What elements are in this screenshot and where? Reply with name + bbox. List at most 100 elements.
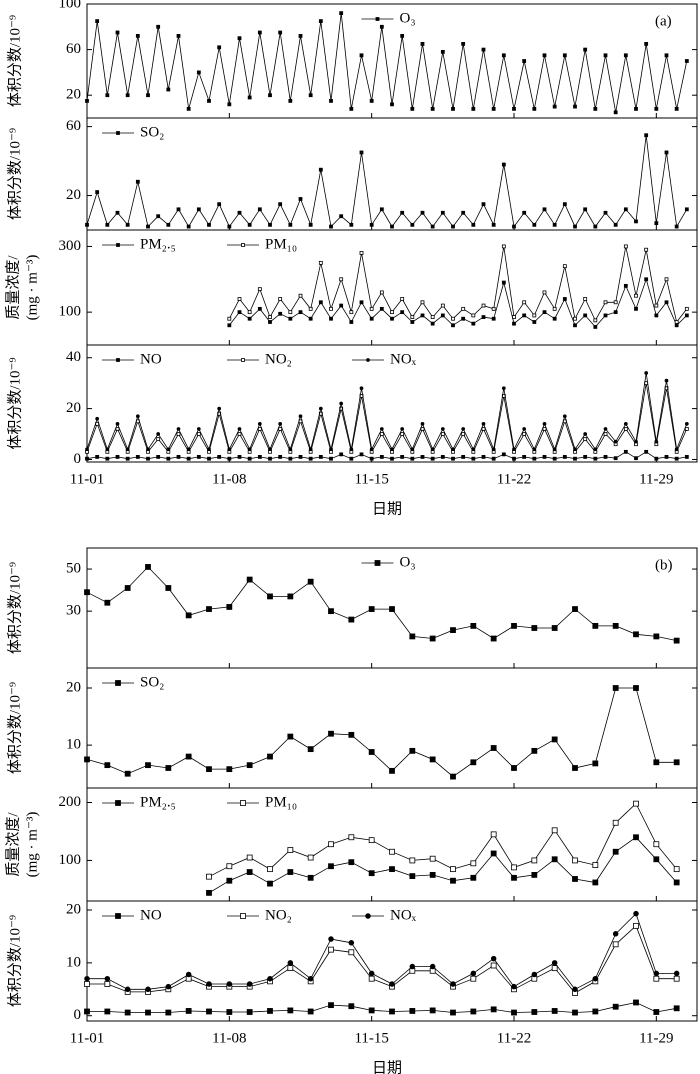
data-point (145, 564, 151, 570)
data-point (522, 455, 527, 459)
data-point (206, 981, 212, 987)
y-tick-label: 20 (66, 901, 81, 917)
data-point (156, 437, 161, 442)
data-point (522, 210, 527, 215)
data-point (227, 224, 232, 229)
y-tick-label: 40 (66, 349, 81, 365)
data-point (420, 421, 425, 426)
data-point (491, 456, 496, 461)
data-point (246, 1009, 253, 1015)
data-point (664, 150, 669, 155)
data-point (512, 224, 516, 229)
y-tick-label: 20 (66, 679, 81, 695)
data-point (674, 224, 679, 229)
series-line (86, 383, 688, 454)
data-point (542, 421, 547, 426)
data-point (551, 960, 558, 966)
data-point (512, 456, 516, 461)
data-point (339, 214, 344, 219)
data-point (226, 604, 233, 610)
data-point (165, 983, 172, 990)
data-point (246, 854, 253, 861)
data-point (287, 960, 294, 966)
data-point (634, 456, 638, 461)
data-point (135, 455, 140, 459)
data-point (115, 30, 120, 35)
data-point (572, 1009, 578, 1016)
x-axis-label: 日期 (372, 1059, 402, 1074)
data-point (146, 447, 150, 452)
data-point (654, 221, 659, 226)
data-point (592, 622, 599, 629)
data-point (461, 210, 466, 215)
y-tick-label: 10 (66, 737, 81, 753)
data-point (267, 593, 273, 600)
data-point (85, 456, 89, 461)
series-line (208, 836, 678, 894)
data-point (308, 306, 313, 311)
data-point (633, 922, 639, 929)
data-point (246, 869, 253, 875)
data-point (166, 87, 171, 92)
data-point (451, 323, 455, 328)
data-point (298, 293, 303, 298)
data-point (664, 378, 669, 383)
data-point (278, 297, 283, 301)
data-point (633, 631, 639, 638)
data-point (246, 981, 253, 987)
data-point (511, 765, 517, 771)
data-point (512, 321, 516, 326)
data-point (278, 455, 283, 459)
data-point (237, 432, 242, 436)
data-point (359, 386, 364, 391)
data-point (389, 606, 395, 612)
data-point (491, 306, 496, 311)
data-point (247, 310, 252, 315)
data-point (491, 222, 496, 227)
data-point (531, 625, 538, 631)
data-point (348, 859, 355, 866)
data-point (368, 749, 375, 755)
data-point (593, 106, 598, 111)
data-point (84, 1008, 90, 1015)
data-point (145, 762, 151, 769)
data-point (512, 315, 516, 319)
data-point (471, 106, 476, 111)
data-point (84, 756, 90, 763)
data-point (359, 53, 364, 58)
data-point (165, 765, 172, 771)
data-point (104, 981, 111, 987)
data-point (593, 224, 598, 229)
data-point (85, 447, 89, 452)
data-point (390, 102, 394, 107)
data-point (125, 456, 130, 461)
data-point (227, 323, 232, 328)
data-point (522, 59, 527, 63)
data-point (369, 316, 374, 321)
data-point (104, 975, 111, 982)
data-point (420, 300, 425, 305)
data-point (664, 300, 669, 305)
data-point (124, 986, 131, 993)
data-point (257, 306, 262, 311)
data-point (278, 421, 283, 426)
data-point (359, 300, 364, 305)
data-point (267, 866, 273, 873)
data-point (329, 306, 333, 311)
data-point (369, 447, 374, 452)
data-point (562, 455, 567, 459)
legend-marker (366, 358, 370, 362)
legend-marker (240, 800, 246, 806)
data-point (674, 447, 679, 452)
data-point (562, 297, 567, 301)
data-point (409, 963, 416, 970)
data-point (400, 455, 405, 459)
data-point (612, 1003, 619, 1010)
data-point (186, 106, 191, 111)
data-point (409, 857, 416, 864)
data-point (430, 315, 435, 319)
data-point (307, 746, 314, 753)
data-point (653, 856, 660, 863)
data-point (379, 432, 384, 436)
data-point (318, 300, 323, 305)
